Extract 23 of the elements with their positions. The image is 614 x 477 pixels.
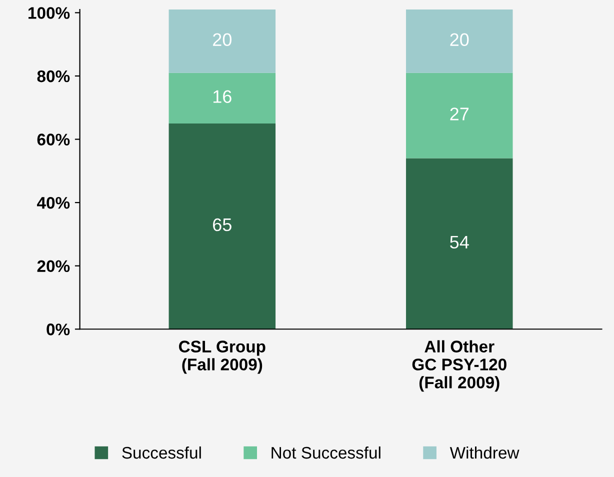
data-label: 20 (213, 33, 232, 46)
y-tick-label: 60% (37, 134, 70, 146)
legend-label: Successful (122, 446, 201, 459)
bar (168, 123, 276, 330)
y-tick-label: 20% (37, 260, 70, 272)
bar (406, 72, 513, 158)
bar (168, 10, 276, 73)
y-tick-label: 40% (36, 196, 70, 209)
data-label: 20 (450, 33, 469, 46)
data-label: 54 (450, 236, 469, 249)
bar (168, 72, 276, 124)
data-label: 27 (450, 108, 469, 120)
legend-label: Not Successful (272, 446, 380, 459)
y-tick-label: 80% (37, 70, 70, 82)
bar (406, 158, 513, 330)
x-tick-label: CSL Group (Fall 2009) (179, 340, 266, 374)
data-label: 16 (213, 90, 232, 103)
bar (406, 10, 513, 73)
legend-label: Withdrew (450, 446, 520, 459)
x-tick-label: All Other GC PSY-120 (Fall 2009) (412, 340, 506, 392)
y-tick-label: 100% (28, 7, 70, 19)
y-tick-label: 0% (46, 324, 70, 336)
data-label: 65 (213, 218, 232, 232)
